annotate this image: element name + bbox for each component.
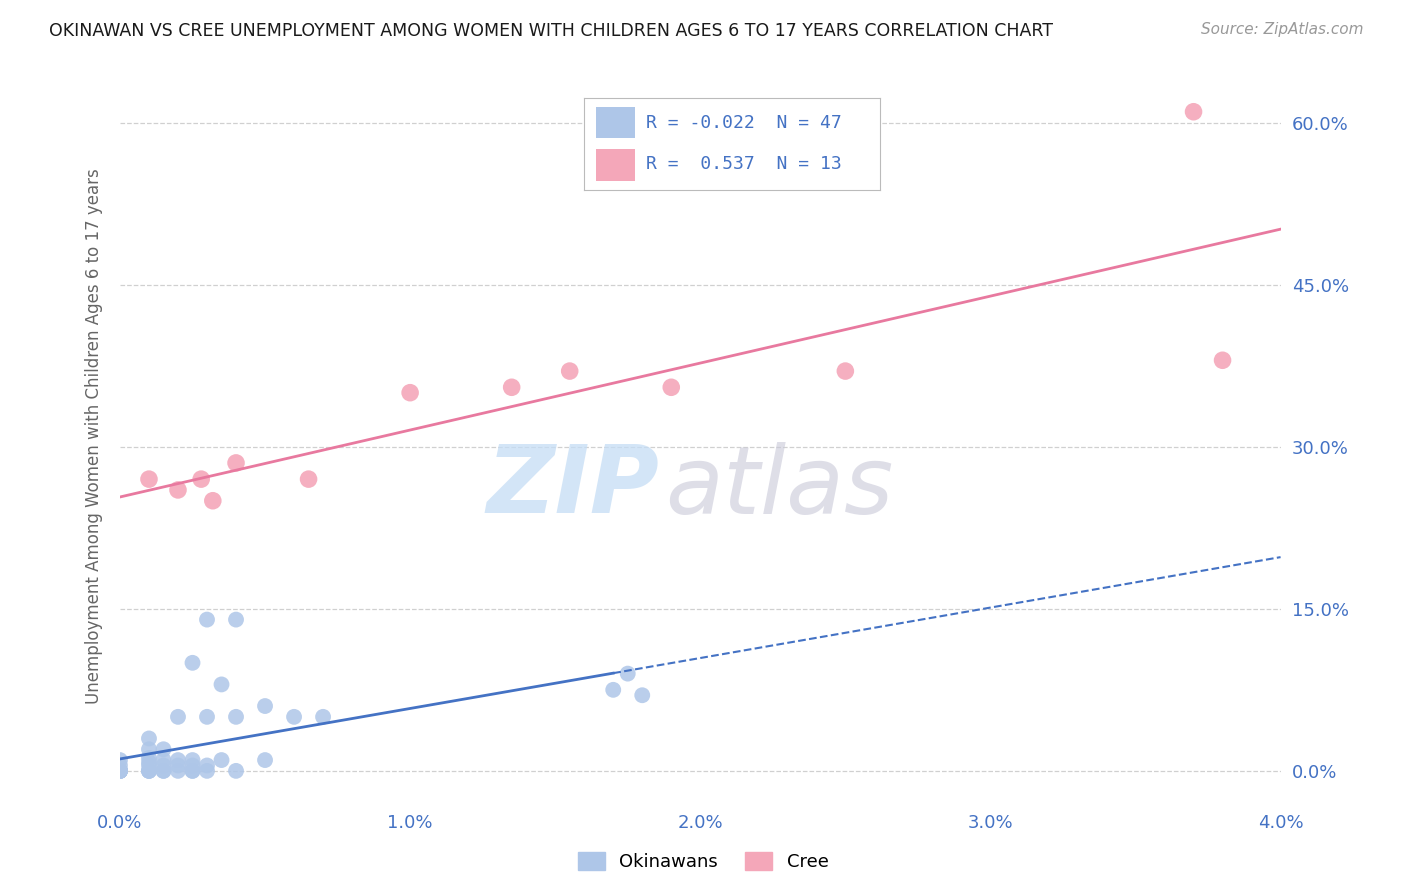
Point [167, 764, 190, 778]
Point [312, 710, 335, 724]
Point [108, 753, 131, 767]
Point [108, 764, 131, 778]
Point [195, 710, 218, 724]
Point [167, 753, 190, 767]
Point [108, 764, 131, 778]
Point [181, 758, 204, 772]
Point [399, 385, 422, 400]
Point [631, 688, 654, 702]
Point [138, 742, 160, 756]
Point [181, 764, 204, 778]
Point [190, 472, 212, 486]
Point [602, 682, 624, 697]
Point [152, 758, 174, 772]
Point [254, 699, 277, 714]
Point [254, 753, 277, 767]
Point [138, 758, 160, 772]
Point [211, 677, 233, 691]
Point [225, 613, 247, 627]
Point [1182, 104, 1205, 119]
Point [225, 456, 247, 470]
Point [152, 764, 174, 778]
Point [152, 742, 174, 756]
Point [195, 758, 218, 772]
Point [108, 758, 131, 772]
Y-axis label: Unemployment Among Women with Children Ages 6 to 17 years: Unemployment Among Women with Children A… [86, 168, 103, 704]
Text: OKINAWAN VS CREE UNEMPLOYMENT AMONG WOMEN WITH CHILDREN AGES 6 TO 17 YEARS CORRE: OKINAWAN VS CREE UNEMPLOYMENT AMONG WOME… [49, 22, 1053, 40]
Point [659, 380, 682, 394]
Point [138, 764, 160, 778]
Point [138, 472, 160, 486]
Text: ZIP: ZIP [486, 442, 659, 533]
Point [1212, 353, 1234, 368]
Point [108, 764, 131, 778]
Point [181, 753, 204, 767]
Point [138, 764, 160, 778]
Point [167, 483, 190, 497]
Point [138, 751, 160, 765]
Point [283, 710, 305, 724]
Point [181, 764, 204, 778]
Point [152, 764, 174, 778]
Point [195, 613, 218, 627]
Point [152, 753, 174, 767]
Point [108, 764, 131, 778]
Point [201, 493, 224, 508]
Point [167, 710, 190, 724]
Point [834, 364, 856, 378]
Point [501, 380, 523, 394]
Point [108, 764, 131, 778]
Point [195, 764, 218, 778]
Legend: Okinawans, Cree: Okinawans, Cree [571, 845, 835, 879]
Point [225, 764, 247, 778]
Point [108, 764, 131, 778]
Point [297, 472, 319, 486]
Point [211, 753, 233, 767]
Point [138, 756, 160, 770]
Point [225, 710, 247, 724]
Point [181, 656, 204, 670]
Point [138, 731, 160, 746]
Point [167, 758, 190, 772]
Point [138, 764, 160, 778]
Text: atlas: atlas [665, 442, 894, 533]
Point [558, 364, 581, 378]
Point [616, 666, 638, 681]
Point [108, 764, 131, 778]
Text: Source: ZipAtlas.com: Source: ZipAtlas.com [1201, 22, 1364, 37]
